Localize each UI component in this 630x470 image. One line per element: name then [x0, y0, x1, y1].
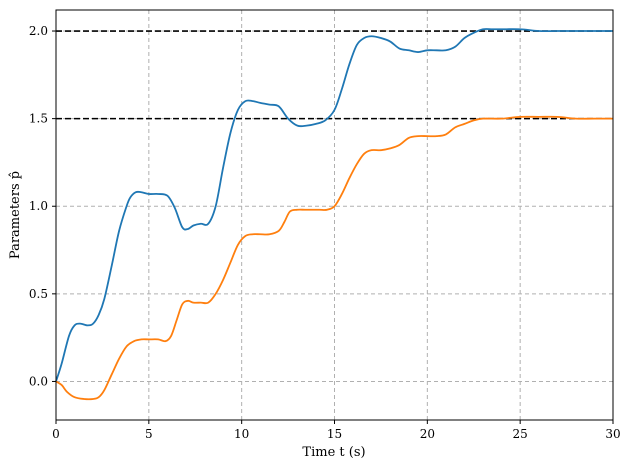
series-layer	[55, 28, 614, 401]
x-tick-label-1: 5	[145, 427, 153, 441]
y-axis-label: Parameters p̂	[8, 171, 23, 259]
series-line-0	[55, 28, 614, 382]
x-axis-label: Time t (s)	[302, 445, 365, 460]
x-tick-label-6: 30	[605, 427, 620, 441]
y-tick-label-1: 0.5	[29, 287, 48, 301]
series-line-1	[55, 115, 613, 401]
y-tick-label-0: 0.0	[29, 374, 48, 388]
y-tick-label-4: 2.0	[29, 24, 48, 38]
y-tick-label-2: 1.0	[29, 199, 48, 213]
x-tick-label-0: 0	[52, 427, 60, 441]
x-axis-ticks: 0 5 10 15 20 25 30	[52, 420, 621, 441]
x-tick-label-5: 25	[513, 427, 528, 441]
x-tick-label-4: 20	[420, 427, 435, 441]
x-tick-label-2: 10	[234, 427, 249, 441]
x-tick-label-3: 15	[327, 427, 342, 441]
y-tick-label-3: 1.5	[29, 112, 48, 126]
reference-lines	[56, 30, 613, 120]
y-axis-ticks: 0.0 0.5 1.0 1.5 2.0	[29, 24, 56, 388]
